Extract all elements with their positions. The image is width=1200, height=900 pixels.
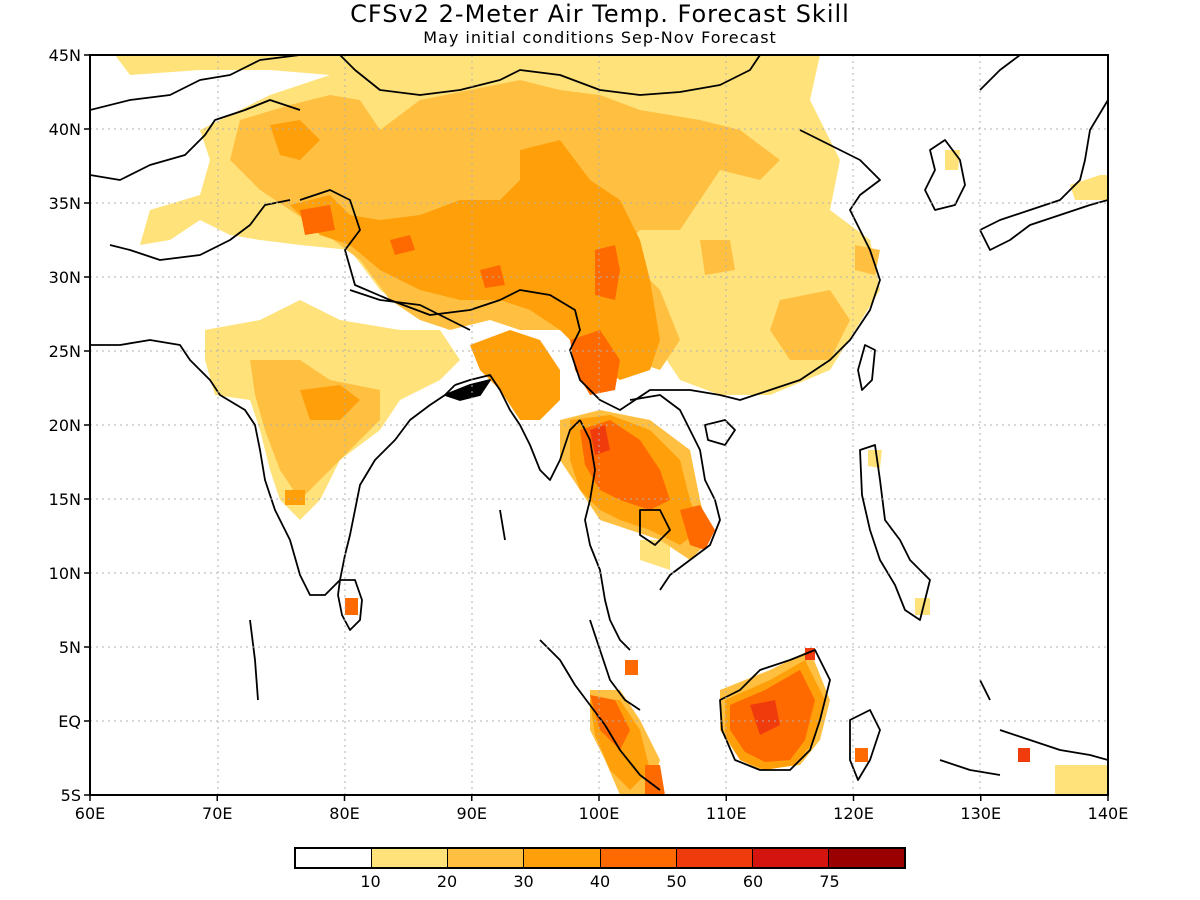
legend-label: 30 bbox=[513, 872, 534, 891]
legend-swatch bbox=[372, 849, 449, 867]
y-tick-label: 20N bbox=[49, 416, 81, 435]
y-tick-label: 40N bbox=[49, 120, 81, 139]
y-tick-label: 45N bbox=[49, 46, 81, 65]
x-tick-label: 120E bbox=[833, 804, 874, 823]
legend-swatch bbox=[448, 849, 525, 867]
x-tick-label: 140E bbox=[1088, 804, 1129, 823]
color-legend bbox=[294, 847, 906, 869]
y-tick-label: 5S bbox=[61, 786, 81, 805]
legend-swatch bbox=[676, 849, 753, 867]
map-title: CFSv2 2-Meter Air Temp. Forecast Skill bbox=[350, 0, 850, 28]
legend-label: 10 bbox=[360, 872, 381, 891]
skill-shading bbox=[115, 55, 1108, 795]
legend-swatch bbox=[828, 849, 904, 867]
x-tick-label: 90E bbox=[457, 804, 487, 823]
x-tick-label: 130E bbox=[960, 804, 1001, 823]
y-tick-label: 10N bbox=[49, 564, 81, 583]
legend-swatch bbox=[752, 849, 829, 867]
y-tick-label: 15N bbox=[49, 490, 81, 509]
y-tick-label: 35N bbox=[49, 194, 81, 213]
legend-label: 40 bbox=[589, 872, 611, 891]
legend-label: 75 bbox=[819, 872, 840, 891]
x-axis: 60E 70E 80E 90E 100E 110E 120E 130E 140E bbox=[75, 795, 1129, 823]
y-tick-label: 25N bbox=[49, 342, 81, 361]
map-subtitle: May initial conditions Sep-Nov Forecast bbox=[423, 28, 777, 47]
legend-swatch bbox=[524, 849, 601, 867]
coastlines bbox=[90, 55, 1108, 791]
legend-label: 60 bbox=[742, 872, 764, 891]
y-tick-label: 5N bbox=[59, 638, 81, 657]
legend-label: 50 bbox=[666, 872, 687, 891]
x-tick-label: 100E bbox=[579, 804, 620, 823]
y-tick-label: 30N bbox=[49, 268, 81, 287]
grid-lines bbox=[90, 55, 1108, 795]
y-axis: 45N 40N 35N 30N 25N 20N 15N 10N 5N EQ 5S bbox=[49, 46, 90, 805]
y-tick-label: EQ bbox=[58, 712, 81, 731]
x-tick-label: 70E bbox=[202, 804, 232, 823]
x-tick-label: 60E bbox=[75, 804, 105, 823]
legend-swatch bbox=[296, 849, 373, 867]
legend-swatch bbox=[600, 849, 677, 867]
x-tick-label: 80E bbox=[329, 804, 359, 823]
x-tick-label: 110E bbox=[706, 804, 747, 823]
legend-label: 20 bbox=[436, 872, 458, 891]
